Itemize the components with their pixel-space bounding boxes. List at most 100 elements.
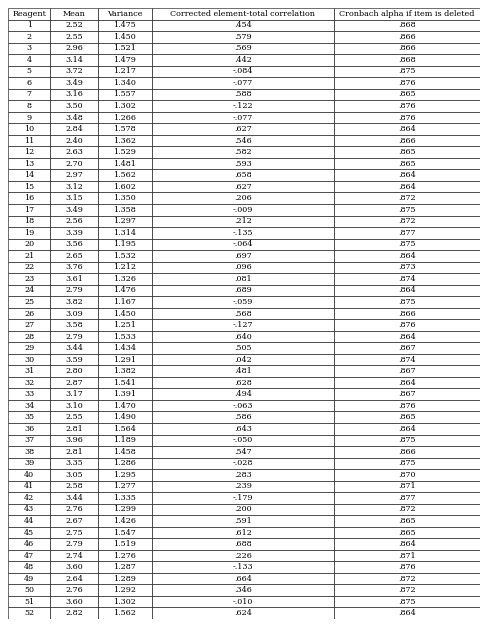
Bar [152, 550, 334, 562]
Bar [8, 89, 50, 100]
Bar [50, 527, 98, 539]
Bar [50, 411, 98, 423]
Text: 3.50: 3.50 [65, 102, 83, 110]
Text: 23: 23 [24, 275, 34, 283]
Bar [152, 343, 334, 354]
Text: 3.56: 3.56 [65, 240, 83, 248]
Text: .866: .866 [398, 44, 416, 52]
Text: .212: .212 [234, 217, 252, 225]
Bar [334, 457, 480, 469]
Text: 3.60: 3.60 [65, 563, 83, 571]
Bar [334, 66, 480, 77]
Bar [152, 527, 334, 539]
Text: 2.63: 2.63 [65, 148, 83, 156]
Text: 1.564: 1.564 [113, 425, 136, 433]
Text: .871: .871 [398, 552, 416, 560]
Text: .875: .875 [398, 240, 416, 248]
Text: 1.578: 1.578 [114, 125, 136, 133]
Bar [8, 434, 50, 446]
Bar [152, 89, 334, 100]
Text: .569: .569 [234, 44, 252, 52]
Text: .689: .689 [234, 286, 252, 295]
Bar [50, 423, 98, 434]
Text: 8: 8 [27, 102, 32, 110]
Text: 2.55: 2.55 [65, 33, 83, 41]
Text: 52: 52 [24, 609, 34, 617]
Text: 3.44: 3.44 [65, 344, 83, 352]
Bar [152, 562, 334, 573]
Text: 2.40: 2.40 [65, 137, 83, 145]
Bar [98, 411, 152, 423]
Text: .239: .239 [234, 482, 252, 490]
Text: 34: 34 [24, 402, 34, 410]
Bar [334, 238, 480, 250]
Bar [8, 608, 50, 619]
Text: 3.76: 3.76 [65, 263, 83, 271]
Text: Cronbach alpha if item is deleted: Cronbach alpha if item is deleted [339, 10, 474, 17]
Text: 49: 49 [24, 575, 34, 583]
Bar [334, 388, 480, 400]
Text: 2.76: 2.76 [65, 505, 83, 514]
Text: .505: .505 [234, 344, 252, 352]
Bar [334, 562, 480, 573]
Bar [8, 457, 50, 469]
Text: 10: 10 [24, 125, 34, 133]
Bar [98, 135, 152, 147]
Text: 13: 13 [24, 160, 34, 168]
Text: .612: .612 [234, 529, 252, 537]
Bar [98, 8, 152, 19]
Bar [8, 42, 50, 54]
Bar [334, 250, 480, 261]
Text: -.028: -.028 [233, 459, 253, 467]
Bar [334, 608, 480, 619]
Bar [152, 446, 334, 457]
Text: .872: .872 [398, 217, 416, 225]
Bar [152, 147, 334, 158]
Bar [98, 331, 152, 343]
Bar [98, 100, 152, 112]
Bar [50, 343, 98, 354]
Bar [8, 377, 50, 388]
Bar [50, 585, 98, 596]
Text: .546: .546 [234, 137, 252, 145]
Text: 1.532: 1.532 [113, 252, 136, 260]
Text: 2.79: 2.79 [65, 540, 83, 548]
Text: 1.189: 1.189 [113, 436, 136, 444]
Bar [152, 480, 334, 492]
Bar [152, 215, 334, 227]
Text: 1.362: 1.362 [113, 137, 136, 145]
Bar [152, 411, 334, 423]
Text: -.050: -.050 [233, 436, 253, 444]
Bar [334, 527, 480, 539]
Text: 30: 30 [24, 356, 34, 364]
Text: .582: .582 [234, 148, 252, 156]
Text: 3.15: 3.15 [65, 194, 83, 202]
Text: 1.287: 1.287 [113, 563, 136, 571]
Bar [50, 204, 98, 215]
Bar [98, 550, 152, 562]
Bar [152, 169, 334, 181]
Bar [334, 89, 480, 100]
Bar [50, 147, 98, 158]
Bar [50, 100, 98, 112]
Bar [334, 585, 480, 596]
Bar [8, 400, 50, 411]
Text: .872: .872 [398, 586, 416, 594]
Bar [152, 515, 334, 527]
Text: 1.533: 1.533 [113, 333, 136, 341]
Bar [50, 89, 98, 100]
Text: .876: .876 [398, 102, 416, 110]
Bar [152, 238, 334, 250]
Bar [334, 169, 480, 181]
Text: 3.59: 3.59 [65, 356, 83, 364]
Text: .867: .867 [398, 367, 416, 375]
Text: .588: .588 [234, 90, 252, 99]
Text: .591: .591 [234, 517, 252, 525]
Bar [334, 8, 480, 19]
Bar [98, 261, 152, 273]
Text: .206: .206 [234, 194, 252, 202]
Text: .568: .568 [234, 310, 252, 318]
Text: 3.39: 3.39 [65, 229, 83, 236]
Bar [334, 124, 480, 135]
Bar [50, 539, 98, 550]
